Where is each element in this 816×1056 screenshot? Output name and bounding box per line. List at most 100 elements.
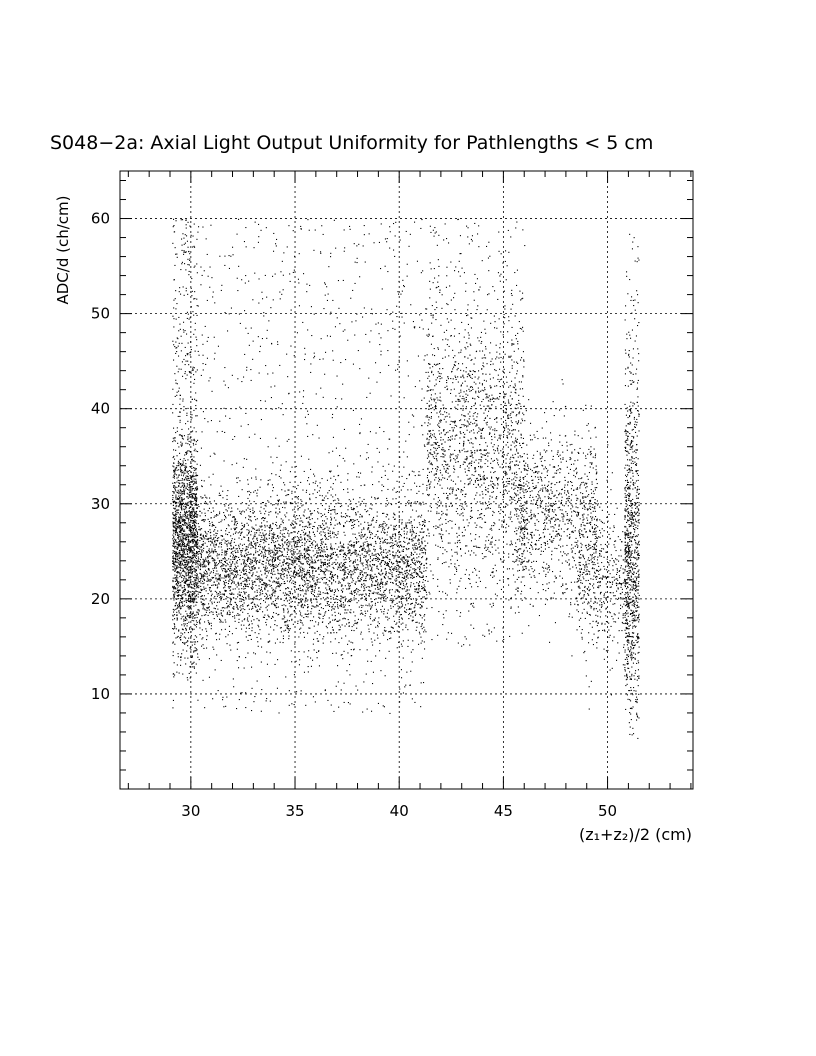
scatter-point	[264, 584, 266, 586]
scatter-point	[240, 552, 242, 554]
scatter-point	[260, 539, 262, 541]
scatter-point	[187, 679, 189, 681]
scatter-point	[230, 535, 232, 537]
scatter-point	[415, 532, 417, 534]
scatter-point	[189, 512, 191, 514]
scatter-point	[422, 531, 424, 533]
scatter-point	[416, 576, 418, 578]
scatter-point	[388, 518, 390, 520]
scatter-point	[187, 544, 189, 546]
scatter-point	[380, 570, 382, 572]
scatter-point	[182, 597, 184, 599]
scatter-point	[302, 514, 304, 516]
scatter-point	[196, 514, 198, 516]
scatter-point	[304, 539, 306, 541]
scatter-point	[271, 473, 273, 475]
scatter-point	[230, 543, 232, 545]
scatter-point	[188, 522, 190, 524]
scatter-point	[178, 583, 180, 585]
scatter-point	[386, 583, 388, 585]
scatter-point	[223, 594, 225, 596]
scatter-point	[177, 521, 179, 523]
scatter-point	[410, 603, 412, 605]
scatter-point	[279, 562, 281, 564]
scatter-point	[297, 595, 299, 597]
scatter-point	[234, 529, 236, 531]
scatter-point	[350, 577, 352, 579]
scatter-point	[173, 588, 175, 590]
scatter-point	[397, 550, 399, 552]
scatter-point	[374, 549, 376, 551]
scatter-point	[181, 442, 183, 444]
scatter-point	[394, 595, 396, 597]
scatter-point	[236, 586, 238, 588]
scatter-point	[190, 575, 192, 577]
scatter-point	[217, 539, 219, 541]
scatter-point	[185, 463, 187, 465]
scatter-point	[193, 667, 195, 669]
scatter-point	[307, 582, 309, 584]
scatter-point	[287, 631, 289, 633]
scatter-point	[362, 565, 364, 567]
scatter-point	[326, 568, 328, 570]
scatter-point	[322, 514, 324, 516]
scatter-point	[411, 661, 413, 663]
scatter-point	[414, 588, 416, 590]
scatter-point	[210, 595, 212, 597]
scatter-point	[183, 435, 185, 437]
scatter-point	[194, 499, 196, 501]
scatter-point	[178, 474, 180, 476]
scatter-point	[297, 558, 299, 560]
scatter-point	[343, 573, 345, 575]
scatter-point	[277, 585, 279, 587]
scatter-point	[177, 527, 179, 529]
scatter-point	[288, 566, 290, 568]
scatter-point	[184, 523, 186, 525]
scatter-point	[367, 550, 369, 552]
scatter-point	[191, 619, 193, 621]
scatter-point	[271, 484, 273, 486]
scatter-point	[181, 529, 183, 531]
scatter-point	[316, 543, 318, 545]
scatter-point	[198, 526, 200, 528]
scatter-point	[175, 379, 177, 381]
scatter-point	[185, 557, 187, 559]
scatter-point	[332, 576, 334, 578]
scatter-point	[183, 556, 185, 558]
scatter-point	[230, 559, 232, 561]
scatter-point	[188, 606, 190, 608]
scatter-point	[184, 466, 186, 468]
scatter-point	[330, 601, 332, 603]
scatter-point	[286, 593, 288, 595]
scatter-point	[264, 555, 266, 557]
scatter-point	[191, 538, 193, 540]
scatter-point	[182, 514, 184, 516]
scatter-point	[383, 527, 385, 529]
scatter-point	[300, 594, 302, 596]
scatter-point	[425, 576, 427, 578]
scatter-point	[187, 598, 189, 600]
scatter-point	[313, 577, 315, 579]
scatter-point	[274, 589, 276, 591]
scatter-point	[366, 561, 368, 563]
scatter-point	[177, 567, 179, 569]
scatter-point	[421, 557, 423, 559]
scatter-point	[232, 678, 234, 680]
scatter-point	[186, 333, 188, 335]
scatter-point	[173, 231, 175, 233]
scatter-point	[351, 599, 353, 601]
scatter-point	[373, 554, 375, 556]
scatter-point	[396, 561, 398, 563]
scatter-point	[320, 545, 322, 547]
scatter-point	[421, 549, 423, 551]
scatter-point	[366, 552, 368, 554]
scatter-point	[423, 588, 425, 590]
scatter-point	[304, 558, 306, 560]
data-points	[172, 218, 640, 739]
scatter-point	[176, 559, 178, 561]
scatter-point	[288, 628, 290, 630]
scatter-point	[187, 535, 189, 537]
scatter-point	[307, 610, 309, 612]
scatter-point	[248, 504, 250, 506]
scatter-point	[271, 528, 273, 530]
